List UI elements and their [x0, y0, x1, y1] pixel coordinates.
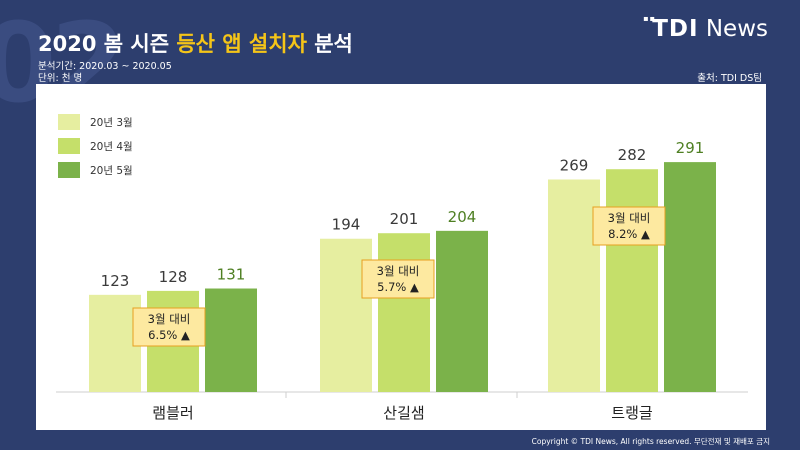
bar-산길샘-20년 4월	[378, 233, 430, 392]
copyright-footer: Copyright © TDI News, All rights reserve…	[531, 437, 770, 446]
callout-line2-트랭글: 8.2% ▲	[608, 227, 650, 241]
chart-panel: 123 128 131 램블러 194 201 204 산길샘 269 282 291 트랭글 3월 대…	[36, 84, 766, 430]
data-label-트랭글-20년 4월: 282	[618, 146, 647, 164]
logo-news: News	[705, 16, 768, 42]
data-label-산길샘-20년 3월: 194	[332, 216, 361, 234]
callout-line2-산길샘: 5.7% ▲	[377, 280, 419, 294]
callout-line1-트랭글: 3월 대비	[608, 211, 651, 225]
legend-swatch-20년 3월	[58, 114, 80, 130]
callout-box-램블러	[132, 307, 206, 347]
bar-chart: 123 128 131 램블러 194 201 204 산길샘 269 282 291 트랭글 3월 대…	[56, 114, 748, 422]
legend-label-20년 5월: 20년 5월	[90, 165, 133, 177]
logo-dots-icon: ▪▪	[643, 14, 657, 23]
logo-tdi: TDI	[652, 16, 699, 42]
data-label-트랭글-20년 5월: 291	[676, 139, 705, 157]
page-title: 2020 봄 시즌 등산 앱 설치자 분석	[38, 28, 353, 58]
bar-트랭글-20년 5월	[664, 162, 716, 392]
callout-line2-램블러: 6.5% ▲	[148, 328, 190, 342]
analysis-period: 분석기간: 2020.03 ~ 2020.05	[38, 61, 172, 72]
legend-label-20년 4월: 20년 4월	[90, 141, 133, 153]
data-label-산길샘-20년 5월: 204	[448, 208, 477, 226]
title-highlight: 등산 앱 설치자	[176, 32, 307, 56]
category-label-트랭글: 트랭글	[611, 404, 653, 422]
category-label-산길샘: 산길샘	[383, 404, 424, 422]
unit-label: 단위: 천 명	[38, 73, 83, 84]
legend-swatch-20년 4월	[58, 138, 80, 154]
callout-box-산길샘	[361, 259, 435, 299]
title-prefix: 2020 봄 시즌	[38, 32, 177, 56]
data-label-램블러-20년 5월: 131	[217, 266, 246, 284]
data-label-램블러-20년 4월: 128	[159, 268, 188, 286]
legend-swatch-20년 5월	[58, 162, 80, 178]
bar-산길샘-20년 5월	[436, 230, 488, 392]
category-label-램블러: 램블러	[152, 404, 193, 422]
bar-트랭글-20년 3월	[548, 179, 600, 392]
callout-line1-산길샘: 3월 대비	[377, 264, 420, 278]
bar-램블러-20년 3월	[89, 294, 141, 392]
data-label-램블러-20년 3월: 123	[101, 272, 130, 290]
data-label-트랭글-20년 3월: 269	[560, 156, 589, 174]
data-label-산길샘-20년 4월: 201	[390, 210, 419, 228]
bar-트랭글-20년 4월	[606, 169, 658, 392]
callout-line1-램블러: 3월 대비	[148, 312, 191, 326]
callout-box-트랭글	[592, 206, 666, 246]
legend-label-20년 3월: 20년 3월	[90, 117, 133, 129]
source-label: 출처: TDI DS팀	[697, 73, 762, 84]
tdi-news-logo: ▪▪ TDI News	[643, 14, 768, 42]
bar-램블러-20년 5월	[205, 288, 257, 392]
title-suffix: 분석	[306, 32, 353, 56]
